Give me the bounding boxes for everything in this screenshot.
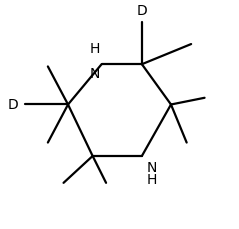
Text: D: D [136, 4, 147, 18]
Text: H: H [146, 172, 157, 186]
Text: D: D [8, 98, 19, 112]
Text: N: N [90, 67, 100, 81]
Text: H: H [90, 42, 100, 56]
Text: N: N [146, 161, 157, 175]
